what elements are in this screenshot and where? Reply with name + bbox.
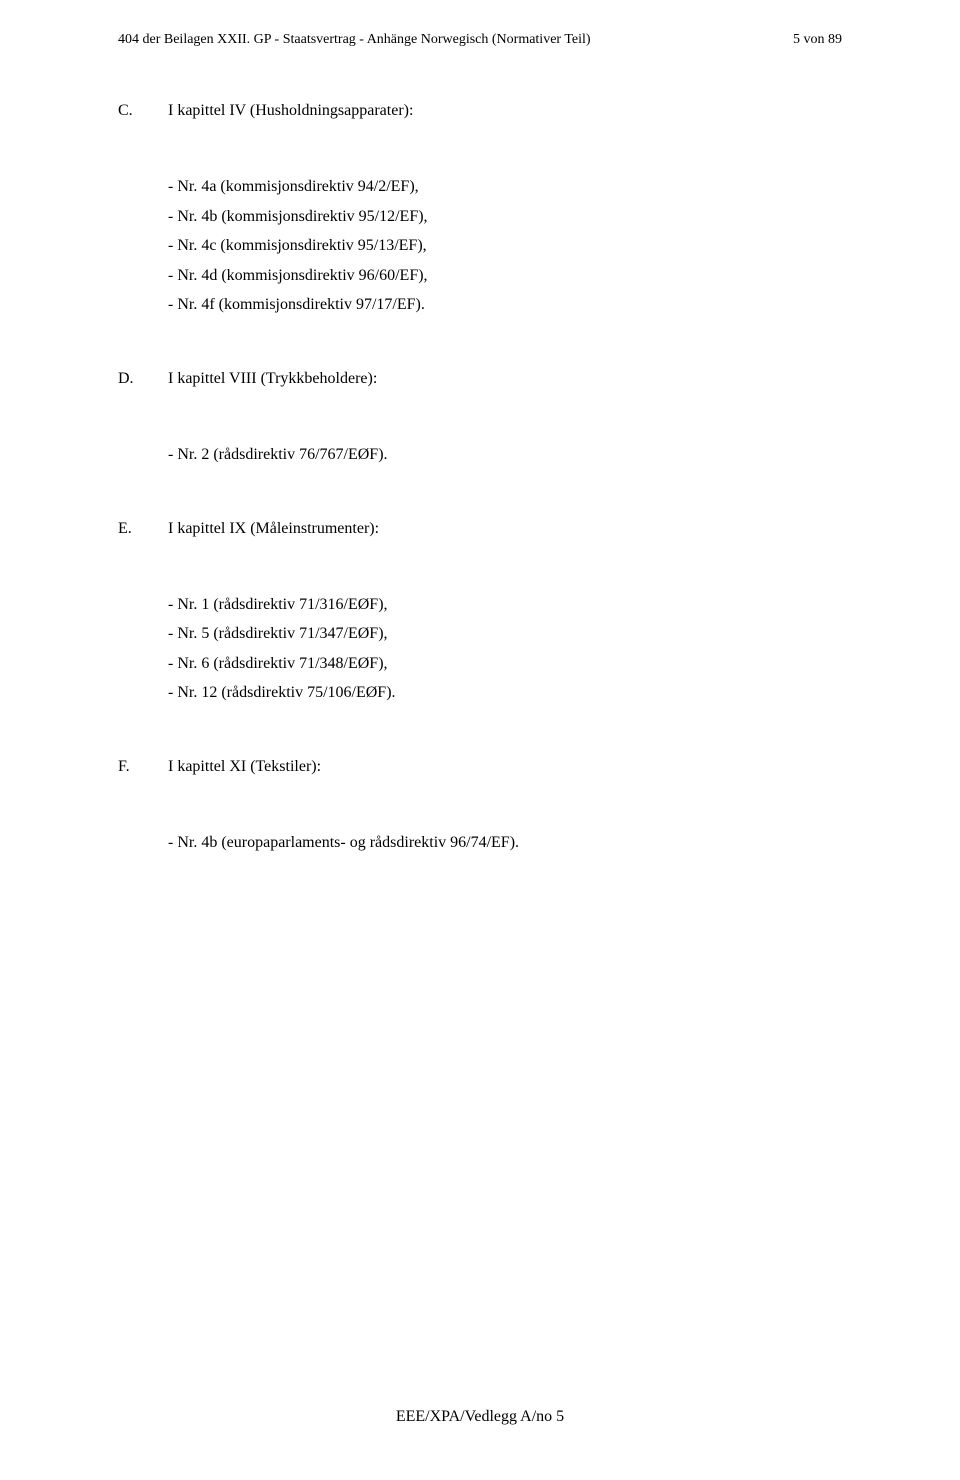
list-item: - Nr. 12 (rådsdirektiv 75/106/EØF).	[168, 678, 842, 708]
section-letter: D.	[118, 370, 168, 388]
section-items: - Nr. 1 (rådsdirektiv 71/316/EØF), - Nr.…	[118, 590, 842, 708]
list-item: - Nr. 4f (kommisjonsdirektiv 97/17/EF).	[168, 290, 842, 320]
section-letter: E.	[118, 520, 168, 538]
section-items: - Nr. 4b (europaparlaments- og rådsdirek…	[118, 828, 842, 858]
section-heading: D. I kapittel VIII (Trykkbeholdere):	[118, 370, 842, 388]
section-items: - Nr. 4a (kommisjonsdirektiv 94/2/EF), -…	[118, 172, 842, 320]
section-items: - Nr. 2 (rådsdirektiv 76/767/EØF).	[118, 440, 842, 470]
header-right: 5 von 89	[793, 32, 842, 48]
list-item: - Nr. 1 (rådsdirektiv 71/316/EØF),	[168, 590, 842, 620]
section-title: I kapittel XI (Tekstiler):	[168, 758, 321, 776]
section-heading: C. I kapittel IV (Husholdningsapparater)…	[118, 102, 842, 120]
page-header: 404 der Beilagen XXII. GP - Staatsvertra…	[118, 32, 842, 48]
section-title: I kapittel VIII (Trykkbeholdere):	[168, 370, 377, 388]
section-title: I kapittel IV (Husholdningsapparater):	[168, 102, 413, 120]
page-content: 404 der Beilagen XXII. GP - Staatsvertra…	[0, 0, 960, 858]
section-heading: F. I kapittel XI (Tekstiler):	[118, 758, 842, 776]
list-item: - Nr. 6 (rådsdirektiv 71/348/EØF),	[168, 649, 842, 679]
list-item: - Nr. 4b (kommisjonsdirektiv 95/12/EF),	[168, 202, 842, 232]
list-item: - Nr. 5 (rådsdirektiv 71/347/EØF),	[168, 619, 842, 649]
section-letter: C.	[118, 102, 168, 120]
list-item: - Nr. 2 (rådsdirektiv 76/767/EØF).	[168, 440, 842, 470]
page-footer: EEE/XPA/Vedlegg A/no 5	[0, 1408, 960, 1426]
section-letter: F.	[118, 758, 168, 776]
section-title: I kapittel IX (Måleinstrumenter):	[168, 520, 379, 538]
header-left: 404 der Beilagen XXII. GP - Staatsvertra…	[118, 32, 591, 48]
list-item: - Nr. 4b (europaparlaments- og rådsdirek…	[168, 828, 842, 858]
section-c: C. I kapittel IV (Husholdningsapparater)…	[118, 102, 842, 320]
list-item: - Nr. 4d (kommisjonsdirektiv 96/60/EF),	[168, 261, 842, 291]
list-item: - Nr. 4a (kommisjonsdirektiv 94/2/EF),	[168, 172, 842, 202]
section-f: F. I kapittel XI (Tekstiler): - Nr. 4b (…	[118, 758, 842, 858]
section-d: D. I kapittel VIII (Trykkbeholdere): - N…	[118, 370, 842, 470]
section-heading: E. I kapittel IX (Måleinstrumenter):	[118, 520, 842, 538]
section-e: E. I kapittel IX (Måleinstrumenter): - N…	[118, 520, 842, 708]
list-item: - Nr. 4c (kommisjonsdirektiv 95/13/EF),	[168, 231, 842, 261]
